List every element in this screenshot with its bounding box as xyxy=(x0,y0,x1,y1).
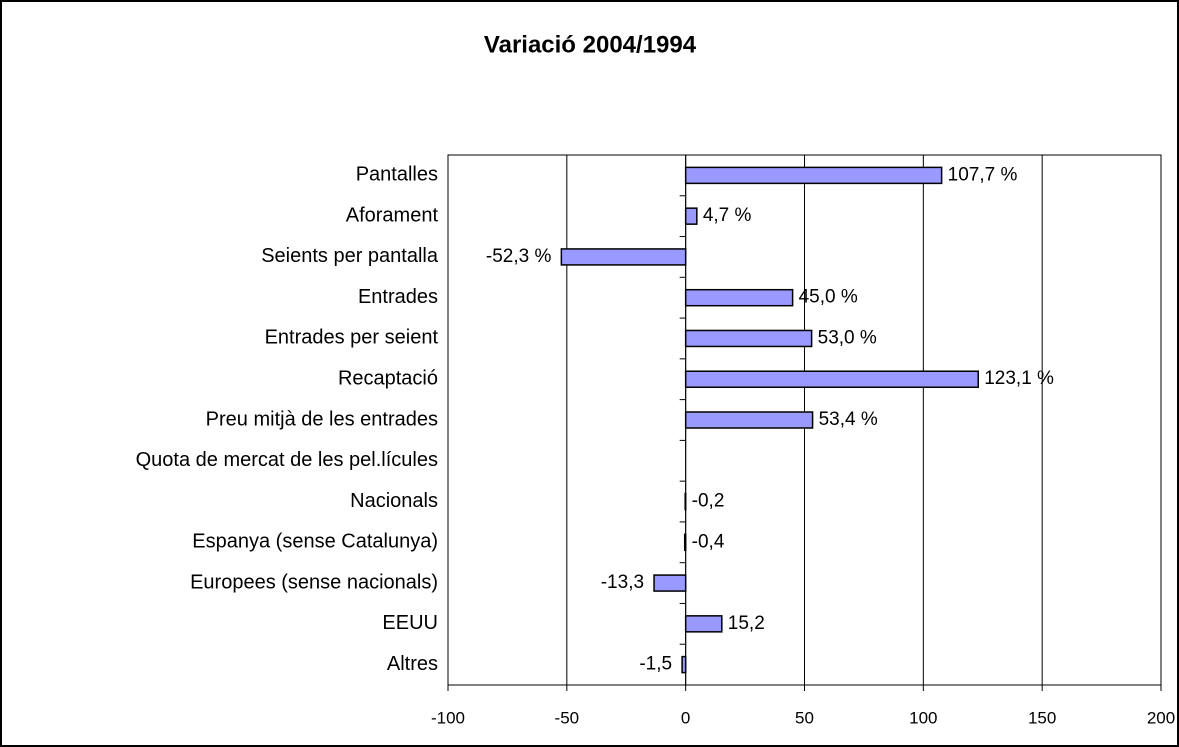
x-tick-label: -50 xyxy=(555,708,580,727)
value-label: -13,3 xyxy=(601,572,644,593)
y-tick-label: Preu mitjà de les entrades xyxy=(206,408,438,430)
x-tick-label: 0 xyxy=(681,708,690,727)
y-tick-label: Quota de mercat de les pel.lícules xyxy=(136,449,438,471)
y-tick-label: Espanya (sense Catalunya) xyxy=(192,531,438,553)
y-tick-label: Recaptació xyxy=(338,368,438,390)
x-tick-label: 200 xyxy=(1147,708,1175,727)
y-tick-label: Nacionals xyxy=(350,490,438,512)
value-label: 45,0 % xyxy=(799,287,858,308)
bar xyxy=(684,166,943,185)
y-tick-label: Seients per pantalla xyxy=(261,245,439,267)
bar xyxy=(560,248,687,266)
y-tick-label: Entrades per seient xyxy=(265,327,439,349)
value-label: -52,3 % xyxy=(486,246,552,267)
value-label: 107,7 % xyxy=(948,164,1018,185)
y-tick-label: Europees (sense nacionals) xyxy=(190,571,438,593)
bar xyxy=(653,574,687,592)
y-tick-label: Entrades xyxy=(358,286,438,308)
x-tick-label: -100 xyxy=(431,708,465,727)
bar xyxy=(681,655,687,674)
y-tick-label: Altres xyxy=(387,653,438,675)
x-tick-label: 100 xyxy=(909,708,937,727)
x-tick-label: 150 xyxy=(1028,708,1056,727)
bar xyxy=(684,615,723,633)
bar xyxy=(684,370,979,388)
value-label: 53,4 % xyxy=(819,409,878,430)
y-tick-label: Aforament xyxy=(346,204,439,226)
bar xyxy=(684,329,813,348)
bar xyxy=(684,207,698,225)
value-label: 123,1 % xyxy=(984,368,1054,389)
value-label: 53,0 % xyxy=(818,327,877,348)
bar xyxy=(684,288,794,307)
value-label: -0,2 xyxy=(692,491,725,512)
value-label: -0,4 xyxy=(692,531,725,552)
value-label: 4,7 % xyxy=(703,205,752,226)
bar xyxy=(683,533,687,552)
y-tick-label: Pantalles xyxy=(356,164,438,186)
value-label: 15,2 xyxy=(728,613,765,634)
x-tick-label: 50 xyxy=(795,708,814,727)
value-label: -1,5 xyxy=(639,654,672,675)
bar xyxy=(684,411,814,429)
plot-border xyxy=(447,154,1162,686)
y-tick-label: EEUU xyxy=(382,612,438,634)
chart-title: Variació 2004/1994 xyxy=(484,31,697,58)
